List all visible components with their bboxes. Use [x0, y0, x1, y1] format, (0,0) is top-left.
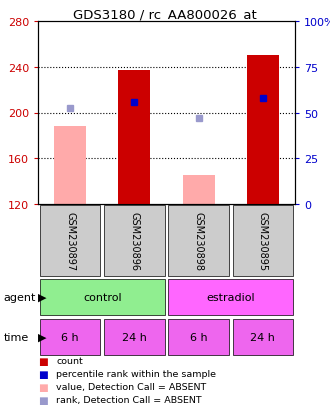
Bar — [182, 176, 215, 204]
Bar — [40, 319, 100, 355]
Text: 24 h: 24 h — [250, 332, 275, 342]
Text: percentile rank within the sample: percentile rank within the sample — [56, 370, 216, 379]
Bar — [54, 127, 86, 204]
Text: value, Detection Call = ABSENT: value, Detection Call = ABSENT — [56, 382, 206, 392]
Bar — [118, 71, 150, 204]
Text: 6 h: 6 h — [61, 332, 79, 342]
Text: GDS3180 / rc_AA800026_at: GDS3180 / rc_AA800026_at — [73, 8, 257, 21]
Bar — [168, 279, 293, 315]
Text: ▶: ▶ — [38, 332, 47, 342]
Text: ■: ■ — [38, 395, 48, 405]
Text: agent: agent — [3, 292, 36, 302]
Bar — [247, 56, 279, 204]
Text: ■: ■ — [38, 369, 48, 379]
Text: ■: ■ — [38, 382, 48, 392]
Bar — [40, 206, 100, 276]
Text: count: count — [56, 357, 83, 366]
Text: estradiol: estradiol — [207, 292, 255, 302]
Text: ▶: ▶ — [38, 292, 47, 302]
Bar — [168, 206, 229, 276]
Text: rank, Detection Call = ABSENT: rank, Detection Call = ABSENT — [56, 396, 202, 404]
Text: 6 h: 6 h — [190, 332, 208, 342]
Bar — [104, 319, 165, 355]
Text: control: control — [83, 292, 121, 302]
Bar — [233, 319, 293, 355]
Text: time: time — [3, 332, 29, 342]
Text: GSM230895: GSM230895 — [258, 211, 268, 271]
Bar — [104, 206, 165, 276]
Text: ■: ■ — [38, 356, 48, 366]
Bar — [233, 206, 293, 276]
Bar — [40, 279, 165, 315]
Text: GSM230896: GSM230896 — [129, 211, 139, 271]
Bar — [168, 319, 229, 355]
Text: 24 h: 24 h — [122, 332, 147, 342]
Text: GSM230897: GSM230897 — [65, 211, 75, 271]
Text: GSM230898: GSM230898 — [194, 211, 204, 271]
